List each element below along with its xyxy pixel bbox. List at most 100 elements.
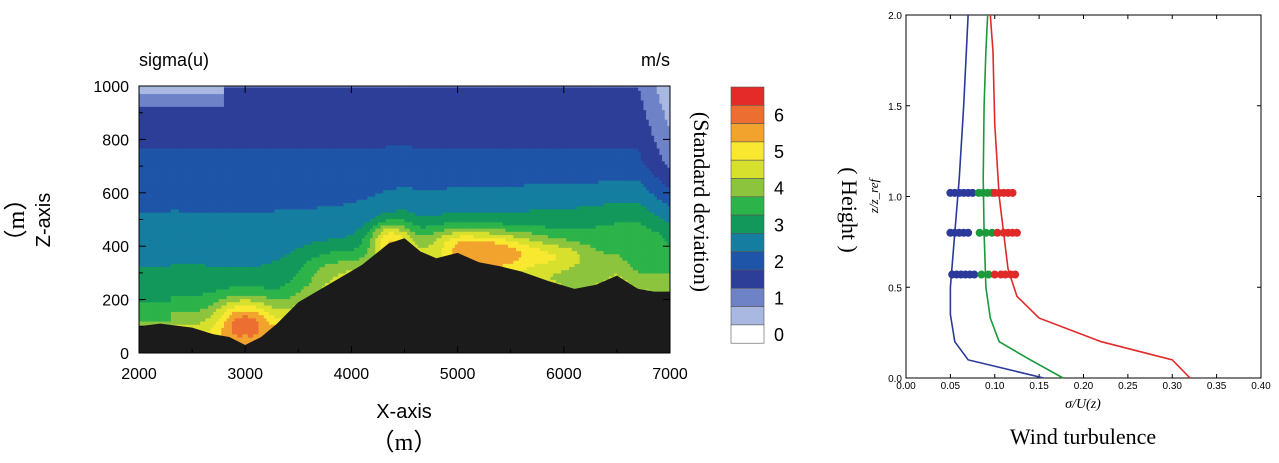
- field-cell: [173, 106, 177, 111]
- field-cell: [186, 186, 191, 191]
- field-cell: [197, 119, 201, 123]
- field-cell: [186, 112, 191, 117]
- field-cell: [194, 272, 199, 277]
- field-cell: [192, 189, 196, 194]
- field-cell: [186, 183, 191, 187]
- field-cell: [170, 115, 175, 120]
- field-cell: [216, 240, 220, 245]
- field-cell: [210, 135, 214, 139]
- field-cell: [170, 192, 175, 197]
- field-cell: [194, 298, 199, 303]
- field-cell: [170, 119, 175, 123]
- field-cell: [189, 189, 193, 194]
- field-cell: [141, 228, 145, 232]
- field-cell: [208, 160, 212, 165]
- field-cell: [194, 131, 199, 136]
- field-cell: [221, 279, 225, 284]
- field-cell: [218, 234, 222, 239]
- field-cell: [213, 282, 217, 287]
- field-cell: [205, 151, 209, 155]
- field-cell: [192, 93, 196, 98]
- field-cell: [139, 263, 143, 268]
- field-cell: [197, 250, 201, 255]
- field-cell: [162, 173, 167, 178]
- field-cell: [184, 317, 188, 322]
- field-cell: [162, 115, 167, 120]
- field-cell: [157, 304, 161, 309]
- field-cell: [189, 311, 193, 316]
- field-cell: [154, 112, 159, 117]
- field-cell: [157, 128, 161, 133]
- field-cell: [168, 263, 172, 268]
- field-cell: [144, 86, 148, 88]
- field-cell: [202, 237, 206, 242]
- field-cell: [152, 157, 156, 162]
- field-cell: [157, 170, 161, 175]
- field-cell: [157, 173, 161, 178]
- field-cell: [170, 103, 175, 107]
- field-cell: [146, 170, 151, 175]
- field-cell: [170, 144, 175, 149]
- field-cell: [189, 199, 193, 204]
- field-cell: [176, 282, 180, 287]
- field-cell: [160, 128, 164, 133]
- field-cell: [184, 173, 188, 178]
- field-cell: [144, 269, 148, 274]
- field-cell: [181, 266, 185, 271]
- field-cell: [157, 119, 161, 123]
- field-cell: [184, 301, 188, 306]
- field-cell: [200, 212, 204, 216]
- field-cell: [152, 228, 156, 232]
- field-cell: [208, 320, 212, 325]
- field-cell: [210, 224, 214, 229]
- field-cell: [165, 141, 169, 146]
- field-cell: [168, 196, 172, 200]
- field-cell: [176, 115, 180, 120]
- field-cell: [210, 308, 214, 312]
- field-cell: [210, 131, 214, 136]
- field-cell: [146, 298, 151, 303]
- field-cell: [181, 109, 185, 114]
- field-cell: [181, 163, 185, 168]
- field-cell: [194, 263, 199, 268]
- field-cell: [170, 221, 175, 226]
- field-cell: [202, 128, 206, 133]
- field-cell: [139, 86, 143, 88]
- field-cell: [160, 311, 164, 316]
- field-cell: [154, 135, 159, 139]
- field-cell: [141, 160, 145, 165]
- field-cell: [216, 125, 220, 130]
- field-cell: [154, 320, 159, 325]
- field-cell: [189, 314, 193, 319]
- field-cell: [197, 192, 201, 197]
- field-cell: [144, 128, 148, 133]
- field-cell: [186, 109, 191, 114]
- field-cell: [184, 157, 188, 162]
- field-cell: [192, 269, 196, 274]
- field-cell: [189, 119, 193, 123]
- field-cell: [176, 96, 180, 101]
- field-cell: [168, 311, 172, 316]
- field-cell: [149, 288, 153, 293]
- field-cell: [216, 109, 220, 114]
- field-cell: [200, 119, 204, 123]
- field-cell: [152, 208, 156, 213]
- field-cell: [162, 135, 167, 139]
- field-cell: [197, 256, 201, 261]
- field-cell: [168, 215, 172, 220]
- field-cell: [139, 141, 143, 146]
- field-cell: [173, 263, 177, 268]
- field-cell: [194, 314, 199, 319]
- field-cell: [162, 170, 167, 175]
- field-cell: [192, 320, 196, 325]
- field-cell: [160, 320, 164, 325]
- field-cell: [210, 215, 214, 220]
- field-cell: [160, 189, 164, 194]
- field-cell: [205, 237, 209, 242]
- field-cell: [208, 317, 212, 322]
- field-cell: [154, 173, 159, 178]
- field-cell: [176, 179, 180, 184]
- field-cell: [144, 106, 148, 111]
- field-cell: [186, 122, 191, 127]
- field-cell: [173, 167, 177, 171]
